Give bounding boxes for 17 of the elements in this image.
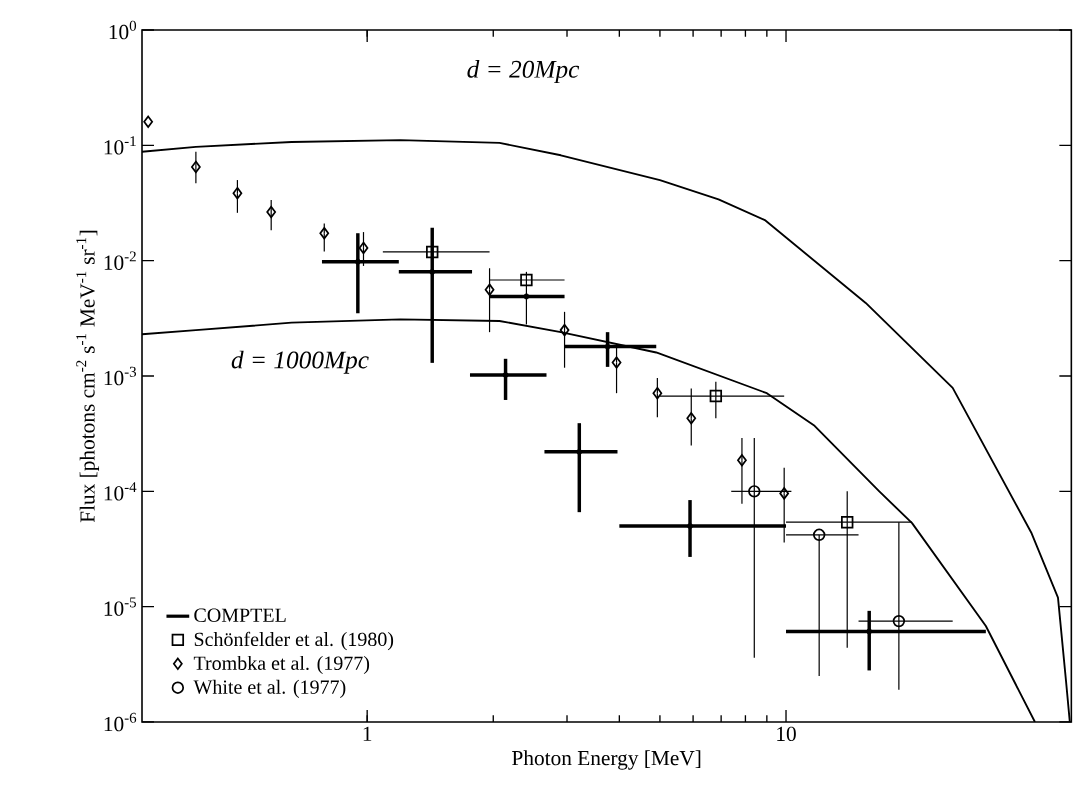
annotation: d = 1000Mpc [231, 350, 369, 374]
y-tick-label: 10$^{-5}$ [104, 597, 137, 616]
y-tick-label: 10$^{0}$ [109, 20, 137, 40]
legend-label: Trombka et al. (1977) [193, 655, 370, 675]
y-tick-label: 10$^{-2}$ [104, 251, 136, 270]
legend-label: White et al. (1977) [193, 679, 346, 698]
legend-label: COMPTEL [194, 608, 286, 622]
y-tick-label: 10$^{-6}$ [104, 712, 137, 732]
x-tick-label: 10 [777, 726, 796, 742]
y-tick-label: 10$^{-1}$ [104, 136, 136, 155]
legend-label: Schönfelder et al. (1980) [194, 631, 394, 651]
y-tick-label: 10$^{-4}$ [104, 482, 137, 501]
y-tick-label: 10$^{-3}$ [104, 366, 137, 386]
text: Flux [photons cm$^{-2}$ s$^{-1}$ MeV$^{-1}$ sr$^{-1}$] [76, 230, 100, 523]
annotation: d = 20Mpc [467, 60, 580, 84]
x-tick-label: 1 [363, 726, 372, 741]
x-axis-title: Photon Energy [MeV] [512, 750, 701, 770]
